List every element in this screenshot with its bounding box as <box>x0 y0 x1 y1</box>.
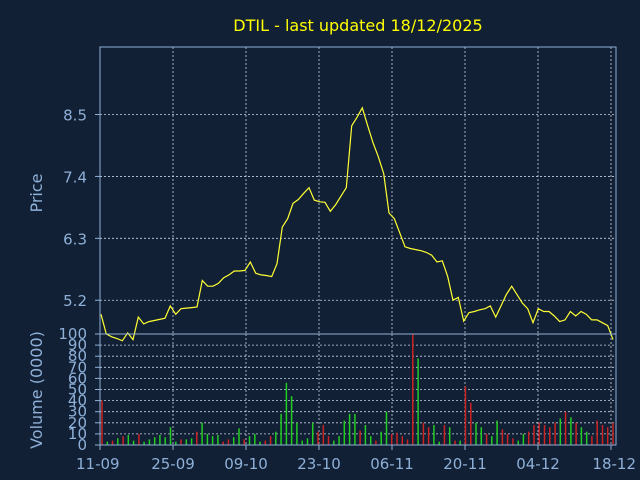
volume-y-tick-label: 70 <box>68 358 87 376</box>
x-tick-label: 09-10 <box>224 455 268 473</box>
chart-title: DTIL - last updated 18/12/2025 <box>233 16 482 35</box>
price-y-tick-label: 8.5 <box>63 107 87 125</box>
volume-y-tick-label: 0 <box>77 436 87 454</box>
volume-y-tick-label: 10 <box>68 425 87 443</box>
price-y-ticks: 5.2 6.3 7.4 8.5 <box>63 107 100 310</box>
volume-y-tick-label: 40 <box>68 392 87 410</box>
volume-y-tick-label: 50 <box>68 381 87 399</box>
volume-y-tick-label: 90 <box>68 336 87 354</box>
volume-y-tick-label: 30 <box>68 403 87 421</box>
volume-y-tick-label: 60 <box>68 369 87 387</box>
volume-frame <box>99 333 617 446</box>
volume-y-tick-label: 80 <box>68 347 87 365</box>
price-grid <box>99 47 616 334</box>
x-tick-label: 18-12 <box>592 455 636 473</box>
price-y-axis-label: Price <box>27 173 46 212</box>
price-y-tick-label: 6.3 <box>63 230 87 248</box>
volume-y-axis-label: Volume (0000) <box>27 331 46 449</box>
price-panel: 5.2 6.3 7.4 8.5 Price <box>27 46 617 342</box>
volume-y-tick-label: 100 <box>58 325 87 343</box>
price-frame <box>99 46 617 335</box>
x-axis-ticks: 11-09 25-09 09-10 23-10 06-11 20-11 04-12 18-12 <box>76 445 636 473</box>
volume-bars <box>101 334 614 445</box>
x-tick-label: 04-12 <box>516 455 560 473</box>
x-tick-label: 23-10 <box>297 455 341 473</box>
x-tick-label: 20-11 <box>443 455 487 473</box>
x-tick-label: 11-09 <box>76 455 120 473</box>
price-y-tick-label: 5.2 <box>63 292 87 310</box>
price-line <box>100 106 614 342</box>
volume-y-tick-label: 20 <box>68 414 87 432</box>
price-y-tick-label: 7.4 <box>63 168 87 186</box>
x-tick-label: 25-09 <box>151 455 195 473</box>
x-tick-label: 06-11 <box>370 455 414 473</box>
